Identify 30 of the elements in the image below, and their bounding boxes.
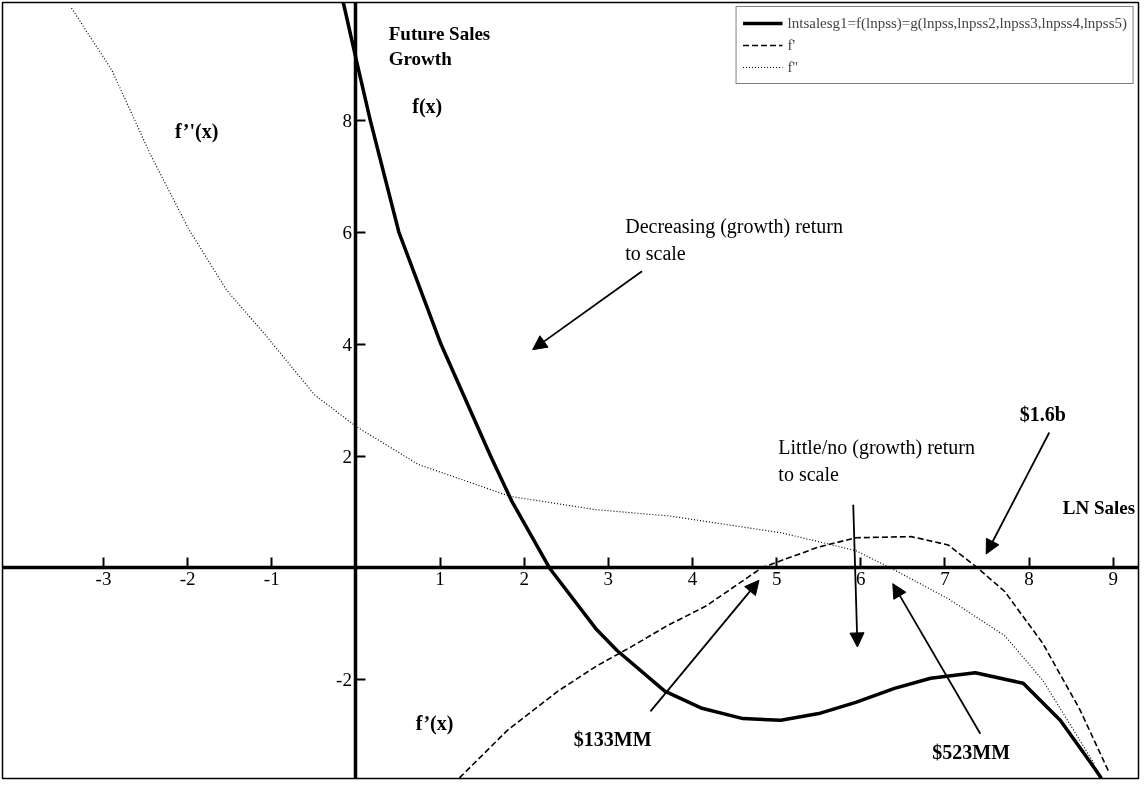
x-tick-label: 4 <box>687 567 698 589</box>
x-tick-label: 8 <box>1024 567 1034 589</box>
x-tick-label: 5 <box>771 567 782 589</box>
x-tick-label: -3 <box>95 567 112 589</box>
x-tick-label: 3 <box>603 567 614 589</box>
y-tick-label: 2 <box>342 445 352 467</box>
annotation: Decreasing (growth) return to scale <box>625 215 843 264</box>
x-tick-label: 1 <box>435 567 445 589</box>
annotation: Little/no (growth) return to scale <box>778 436 975 485</box>
x-tick-label: 7 <box>940 567 950 589</box>
x-tick-label: -1 <box>263 567 280 589</box>
x-tick-label: -2 <box>179 567 196 589</box>
annotation: $1.6b <box>1019 402 1066 425</box>
y-tick-label: 8 <box>342 109 352 131</box>
annotation: f(x) <box>412 94 443 118</box>
annotation: f’(x) <box>415 711 454 735</box>
legend-label: lntsalesg1=f(lnpss)=g(lnpss,lnpss2,lnpss3,lnpss4,lnpss5) <box>787 14 1127 32</box>
x-axis-title: LN Sales <box>1062 496 1136 518</box>
annotation: $523MM <box>932 740 1011 763</box>
x-tick-label: 2 <box>519 567 529 589</box>
x-tick-label: 6 <box>856 567 866 589</box>
y-tick-label: -2 <box>336 669 352 691</box>
y-tick-label: 6 <box>342 221 352 243</box>
annotation: $133MM <box>573 728 652 751</box>
legend-label: f' <box>787 36 797 54</box>
annotation: f’'(x) <box>175 120 219 144</box>
legend-label: f'' <box>787 58 799 76</box>
x-tick-label: 9 <box>1108 567 1119 589</box>
y-axis-title: Future Sales Growth <box>388 22 491 69</box>
y-tick-label: 4 <box>342 333 353 355</box>
